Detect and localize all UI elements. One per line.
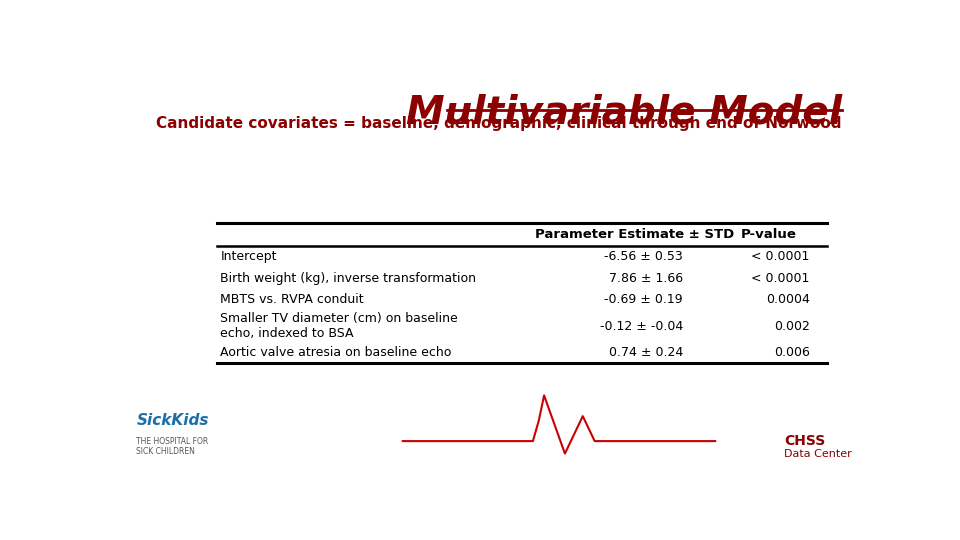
Text: 0.74 ± 0.24: 0.74 ± 0.24 xyxy=(609,346,683,359)
Text: Birth weight (kg), inverse transformation: Birth weight (kg), inverse transformatio… xyxy=(221,272,476,285)
Text: -0.12 ± -0.04: -0.12 ± -0.04 xyxy=(600,320,683,333)
Text: -6.56 ± 0.53: -6.56 ± 0.53 xyxy=(604,250,683,263)
Text: 7.86 ± 1.66: 7.86 ± 1.66 xyxy=(609,272,683,285)
Text: Data Center: Data Center xyxy=(784,449,852,458)
Text: < 0.0001: < 0.0001 xyxy=(752,272,810,285)
Text: P-value: P-value xyxy=(741,228,797,241)
Text: Aortic valve atresia on baseline echo: Aortic valve atresia on baseline echo xyxy=(221,346,452,359)
Text: Candidate covariates = baseline, demographic, clinical through end of Norwood: Candidate covariates = baseline, demogra… xyxy=(156,116,842,131)
Text: Smaller TV diameter (cm) on baseline
echo, indexed to BSA: Smaller TV diameter (cm) on baseline ech… xyxy=(221,312,458,340)
Text: CHSS: CHSS xyxy=(784,434,826,448)
Text: Multivariable Model: Multivariable Model xyxy=(405,94,842,132)
Text: Parameter Estimate ± STD: Parameter Estimate ± STD xyxy=(535,228,734,241)
Text: Intercept: Intercept xyxy=(221,250,276,263)
Text: MBTS vs. RVPA conduit: MBTS vs. RVPA conduit xyxy=(221,293,364,306)
Text: SICK CHILDREN: SICK CHILDREN xyxy=(136,447,195,456)
Text: 0.002: 0.002 xyxy=(774,320,810,333)
Text: THE HOSPITAL FOR: THE HOSPITAL FOR xyxy=(136,437,208,445)
Text: -0.69 ± 0.19: -0.69 ± 0.19 xyxy=(605,293,683,306)
Text: < 0.0001: < 0.0001 xyxy=(752,250,810,263)
Text: 0.006: 0.006 xyxy=(774,346,810,359)
Text: SickKids: SickKids xyxy=(136,413,209,428)
Text: 0.0004: 0.0004 xyxy=(766,293,810,306)
